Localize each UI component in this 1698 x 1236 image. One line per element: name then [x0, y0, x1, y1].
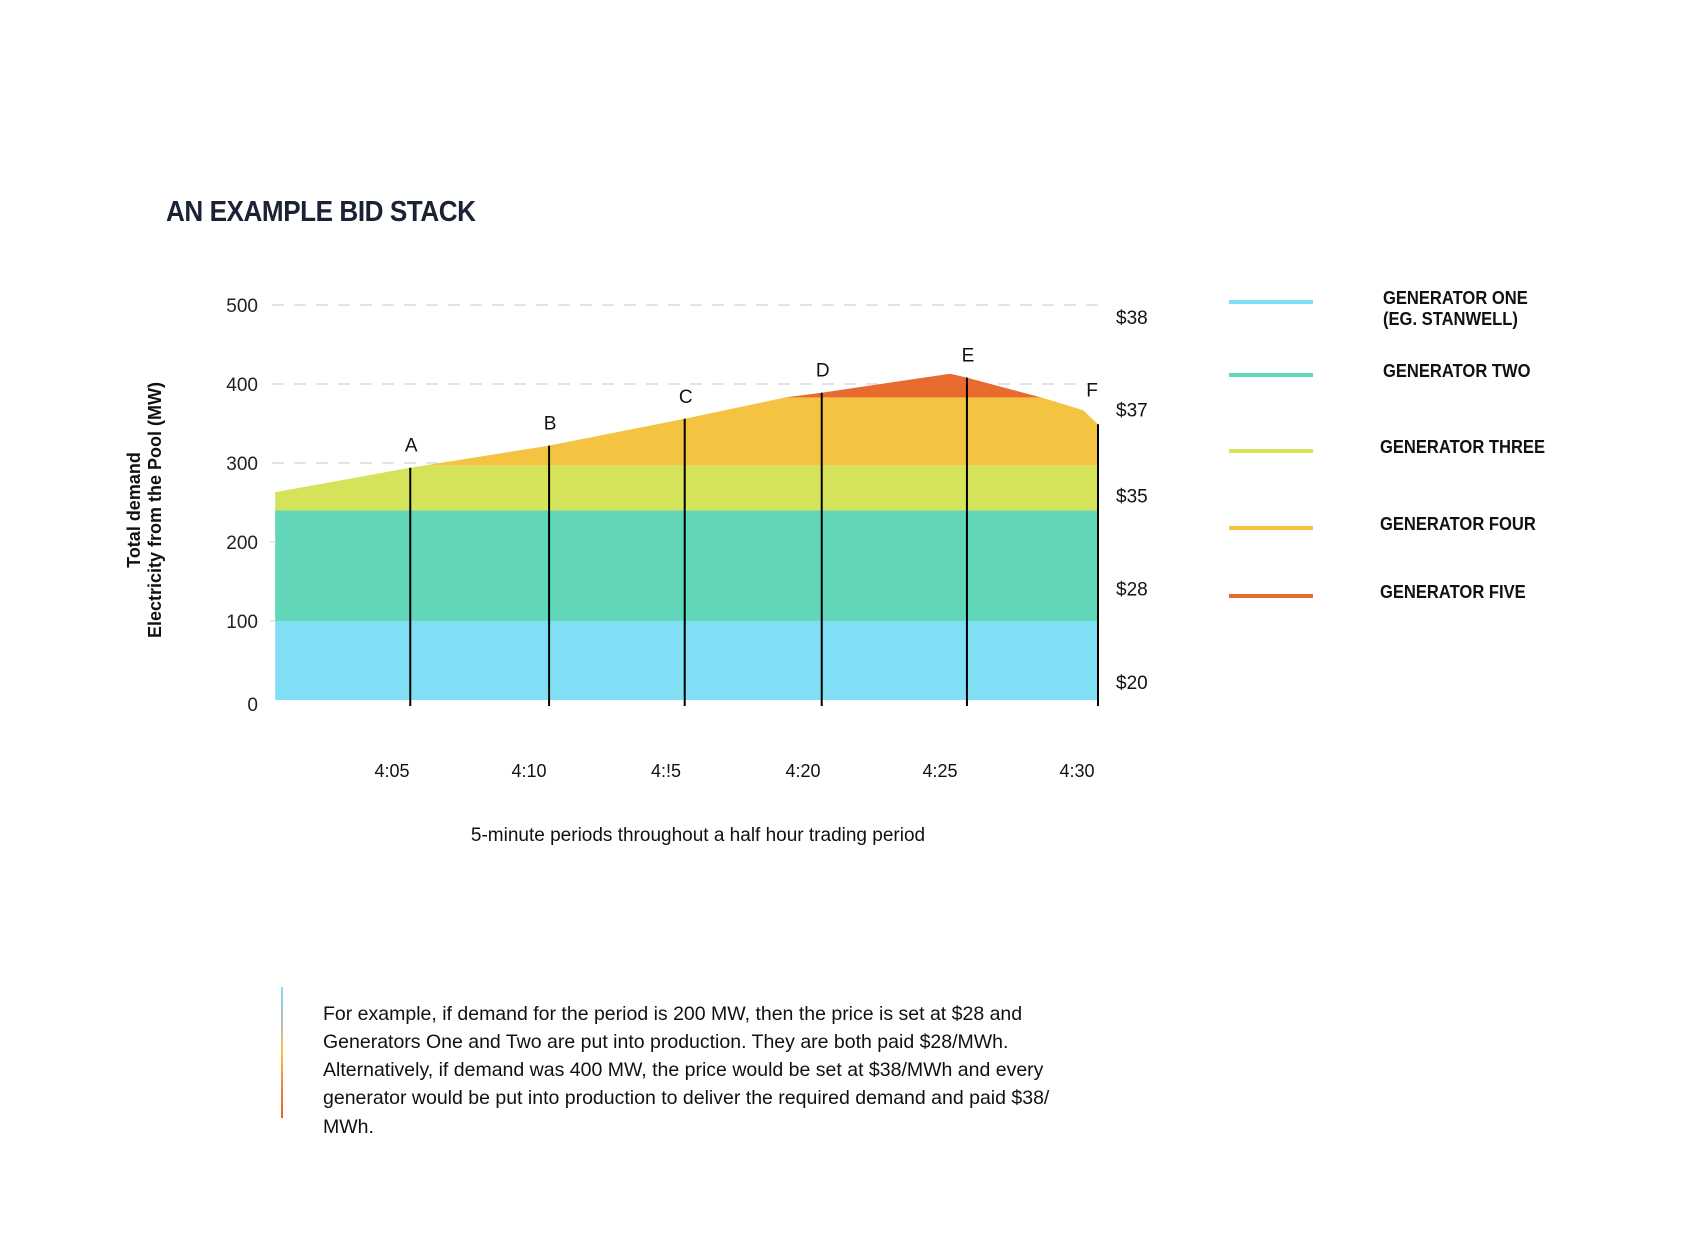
- period-label-e: E: [962, 346, 975, 367]
- period-label-a: A: [405, 436, 418, 457]
- period-label-b: B: [544, 414, 557, 435]
- y-tick-label: 400: [226, 375, 258, 396]
- x-tick-label: 4:!5: [651, 761, 681, 781]
- y-tick-label: 0: [247, 695, 258, 716]
- legend-item-generator-3: GENERATOR THREE: [1229, 437, 1689, 489]
- x-tick-label: 4:25: [922, 761, 957, 781]
- x-tick-label: 4:10: [511, 761, 546, 781]
- legend-swatch: [1229, 526, 1313, 530]
- legend-item-generator-4: GENERATOR FOUR: [1229, 514, 1689, 566]
- y-tick-label: 300: [226, 454, 258, 475]
- legend-item-generator-2: GENERATOR TWO: [1229, 361, 1689, 413]
- y-tick-label: 500: [226, 296, 258, 317]
- price-label: $35: [1116, 486, 1148, 507]
- legend-label: GENERATOR FIVE: [1380, 582, 1526, 602]
- x-tick-label: 4:20: [785, 761, 820, 781]
- price-label: $20: [1116, 673, 1148, 694]
- period-label-c: C: [679, 387, 693, 408]
- price-label: $37: [1116, 400, 1148, 421]
- price-label: $38: [1116, 308, 1148, 329]
- period-label-f: F: [1086, 380, 1098, 401]
- note-accent-bar: [281, 987, 283, 1118]
- y-axis-title-line: Total demand: [124, 452, 144, 568]
- y-tick-label: 100: [226, 612, 258, 633]
- explanation-note: For example, if demand for the period is…: [323, 1002, 1050, 1138]
- period-label-d: D: [816, 361, 830, 382]
- legend-item-generator-1: GENERATOR ONE (EG. STANWELL): [1229, 288, 1689, 340]
- x-tick-label: 4:30: [1059, 761, 1094, 781]
- legend-label: GENERATOR TWO: [1383, 361, 1531, 381]
- legend-swatch: [1229, 300, 1313, 304]
- legend-item-generator-5: GENERATOR FIVE: [1229, 582, 1689, 634]
- price-label: $28: [1116, 580, 1148, 601]
- legend-label: GENERATOR ONE (EG. STANWELL): [1383, 288, 1528, 329]
- band-generator-1: [275, 621, 1099, 700]
- band-generator-2: [275, 510, 1099, 621]
- legend-label: GENERATOR FOUR: [1380, 514, 1536, 534]
- x-axis-title: 5-minute periods throughout a half hour …: [471, 825, 925, 846]
- legend-swatch: [1229, 594, 1313, 598]
- legend-label: GENERATOR THREE: [1380, 437, 1546, 457]
- chart-title: AN EXAMPLE BID STACK: [166, 196, 476, 228]
- x-tick-label: 4:05: [374, 761, 409, 781]
- legend-swatch: [1229, 449, 1313, 453]
- band-generator-5: [275, 373, 1099, 398]
- y-axis-title: Total demandElectricity from the Pool (M…: [124, 382, 165, 638]
- legend-swatch: [1229, 373, 1313, 377]
- y-tick-label: 200: [226, 533, 258, 554]
- band-generator-3: [275, 465, 1099, 511]
- y-axis-title-line: Electricity from the Pool (MW): [145, 382, 165, 638]
